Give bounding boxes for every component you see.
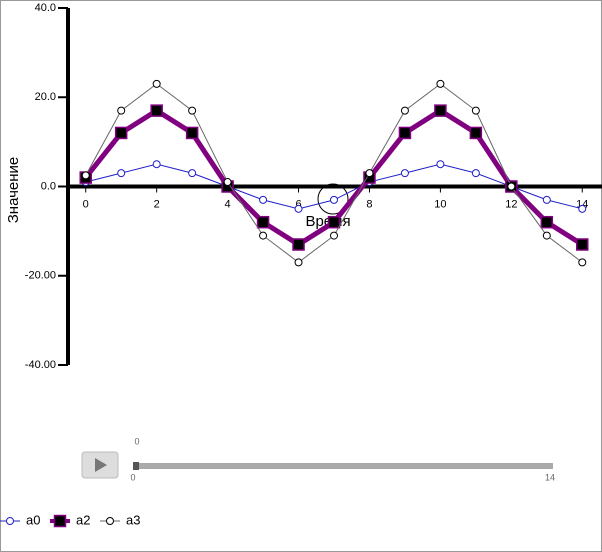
point bbox=[471, 169, 480, 178]
slider-thumb[interactable] bbox=[133, 462, 139, 470]
point bbox=[330, 195, 338, 204]
point bbox=[400, 169, 409, 178]
x-tick-label: 0 bbox=[83, 198, 89, 210]
point bbox=[256, 215, 270, 229]
x-tick-label: 4 bbox=[225, 198, 231, 210]
play-button[interactable] bbox=[81, 451, 119, 479]
point bbox=[398, 126, 412, 140]
point bbox=[152, 79, 161, 88]
point bbox=[81, 171, 90, 180]
point bbox=[185, 126, 199, 140]
x-tick-label: 10 bbox=[434, 198, 446, 210]
point bbox=[259, 195, 268, 204]
slider-value: 0 bbox=[134, 436, 139, 446]
point bbox=[436, 79, 445, 88]
slider-min: 0 bbox=[130, 472, 135, 482]
point bbox=[540, 215, 554, 229]
play-icon bbox=[95, 458, 107, 472]
point bbox=[150, 104, 163, 117]
x-tick-label: 2 bbox=[154, 198, 160, 210]
point bbox=[365, 169, 374, 178]
legend-item[interactable]: a0 bbox=[0, 512, 40, 527]
point bbox=[117, 169, 126, 178]
slider-max: 14 bbox=[545, 472, 555, 482]
legend-label: a3 bbox=[126, 512, 140, 527]
point bbox=[578, 258, 587, 267]
y-tick-label: 40.0 bbox=[35, 2, 56, 14]
legend-marker bbox=[53, 514, 67, 528]
point bbox=[188, 169, 197, 178]
slider-track[interactable] bbox=[133, 463, 553, 469]
point bbox=[259, 231, 268, 240]
point bbox=[330, 231, 338, 240]
x-tick-label: 6 bbox=[295, 198, 301, 210]
legend-marker bbox=[106, 517, 114, 525]
point bbox=[471, 106, 480, 115]
point bbox=[578, 204, 587, 213]
y-tick-label: -40.00 bbox=[25, 359, 56, 371]
legend-item[interactable]: a2 bbox=[50, 512, 90, 527]
x-tick-label: 12 bbox=[505, 198, 517, 210]
point bbox=[294, 204, 303, 213]
point bbox=[223, 178, 232, 187]
point bbox=[542, 195, 551, 204]
y-tick-label: -20.00 bbox=[25, 270, 56, 282]
point bbox=[114, 126, 128, 140]
legend-label: a2 bbox=[76, 512, 90, 527]
point bbox=[117, 106, 126, 115]
x-tick-label: 8 bbox=[366, 198, 372, 210]
y-axis-title: Значение bbox=[5, 157, 22, 224]
point bbox=[469, 126, 483, 140]
point bbox=[436, 160, 445, 169]
point bbox=[292, 238, 305, 251]
point bbox=[327, 215, 341, 229]
point bbox=[507, 182, 516, 191]
point bbox=[576, 238, 589, 251]
y-tick-label: 20.0 bbox=[35, 91, 56, 103]
point bbox=[294, 258, 303, 267]
legend-label: a0 bbox=[26, 512, 40, 527]
y-tick-label: 0.0 bbox=[41, 180, 56, 192]
point bbox=[152, 160, 161, 169]
point bbox=[188, 106, 197, 115]
point bbox=[542, 231, 551, 240]
point bbox=[434, 104, 447, 117]
legend-marker bbox=[6, 517, 14, 525]
legend-item[interactable]: a3 bbox=[100, 512, 140, 527]
point bbox=[400, 106, 409, 115]
